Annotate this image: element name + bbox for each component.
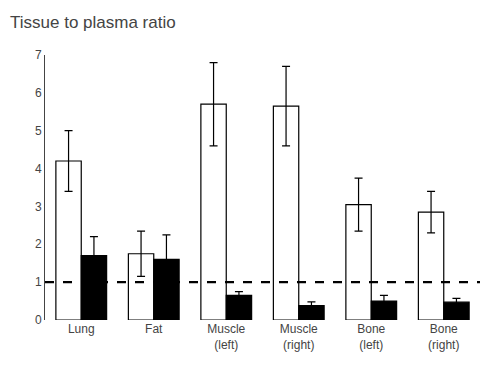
svg-text:2: 2 bbox=[35, 237, 42, 251]
svg-text:1: 1 bbox=[35, 275, 42, 289]
svg-text:5: 5 bbox=[35, 124, 42, 138]
svg-text:Bone(left): Bone(left) bbox=[357, 322, 385, 352]
svg-text:6: 6 bbox=[35, 86, 42, 100]
svg-text:Muscle(right): Muscle(right) bbox=[280, 322, 318, 352]
svg-text:Fat: Fat bbox=[145, 322, 163, 336]
svg-text:Bone(right): Bone(right) bbox=[428, 322, 459, 352]
svg-text:0: 0 bbox=[35, 313, 42, 327]
svg-text:3: 3 bbox=[35, 200, 42, 214]
svg-text:Lung: Lung bbox=[68, 322, 95, 336]
svg-text:Tissue to plasma ratio: Tissue to plasma ratio bbox=[10, 13, 176, 32]
svg-text:7: 7 bbox=[35, 48, 42, 62]
svg-text:Muscle(left): Muscle(left) bbox=[207, 322, 245, 352]
svg-text:4: 4 bbox=[35, 162, 42, 176]
